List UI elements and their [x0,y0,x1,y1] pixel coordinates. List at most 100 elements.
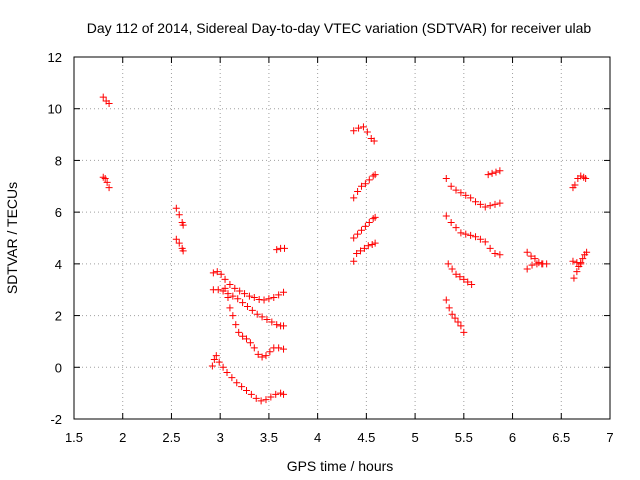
data-point [250,293,258,301]
data-point [472,233,480,241]
data-point [368,240,376,248]
data-point [235,328,243,336]
data-point [241,290,249,298]
data-point [496,167,504,175]
data-point [226,304,234,312]
data-point [280,390,288,398]
data-point [238,383,246,391]
y-tick-label: 12 [48,50,62,65]
data-point [467,231,475,239]
series-s08 [221,284,288,361]
data-point [258,313,266,321]
data-point [491,250,499,258]
data-point [355,124,363,132]
data-point [448,265,456,273]
data-point [210,356,218,364]
data-point [281,244,289,252]
series-s04 [172,235,187,255]
x-tick-label: 7 [606,430,613,445]
data-point [456,273,464,281]
series-s12 [350,213,379,242]
data-point [354,187,362,195]
data-point [357,247,365,255]
data-point [236,287,244,295]
series-s01 [99,93,113,108]
data-point [208,362,216,370]
data-point [350,194,358,202]
data-point [242,335,250,343]
data-point [250,344,258,352]
series-s16 [442,212,504,259]
data-point [277,389,285,397]
data-point [447,182,455,190]
data-point [364,242,372,250]
data-point [528,261,536,269]
data-point [105,184,113,192]
data-point [354,230,362,238]
x-tick-label: 4.5 [357,430,375,445]
data-point [246,339,254,347]
axis-ticks: 1.5 2 2.5 3 3.5 4 4.5 5 5.5 6 6.5 7 -2 0 2 4 6 8 10 12 [48,50,614,445]
data-point [460,328,468,336]
data-point [257,397,265,405]
data-point [212,352,220,360]
data-point [258,353,266,361]
data-point [476,235,484,243]
y-tick-label: 4 [55,257,62,272]
data-point [523,248,531,256]
data-point [272,390,280,398]
data-point [527,252,535,260]
series-s15 [484,167,504,179]
data-point [243,303,251,311]
data-point [105,100,113,108]
series-s03 [172,204,187,229]
data-point [573,259,581,267]
data-point [350,234,358,242]
grid-lines [74,57,610,419]
data-point [484,171,492,179]
data-point [175,211,183,219]
chart-title: Day 112 of 2014, Sidereal Day-to-day VTE… [87,20,592,36]
data-point [260,296,268,304]
data-point [266,348,274,356]
data-point [209,269,217,277]
data-point [280,345,288,353]
data-point [371,171,379,179]
data-point [472,198,480,206]
data-point [448,310,456,318]
data-point [467,194,475,202]
data-point [99,93,107,101]
data-point [175,239,183,247]
data-point [361,180,369,188]
series-s06 [209,268,288,304]
data-point [371,213,379,221]
data-point [452,224,460,232]
data-point [486,244,494,252]
data-point [496,251,504,259]
data-point [569,257,577,265]
x-tick-label: 3 [217,430,224,445]
data-point [275,291,283,299]
data-point [223,368,231,376]
data-point [253,310,261,318]
data-point [457,189,465,197]
data-point [275,344,283,352]
data-point [464,278,472,286]
data-point [442,212,450,220]
x-tick-label: 1.5 [65,430,83,445]
y-tick-label: 8 [55,153,62,168]
data-point [350,127,358,135]
data-point [365,176,373,184]
data-point [232,321,240,329]
data-point [252,394,260,402]
data-point [451,314,459,322]
data-point [582,175,590,183]
data-point [214,286,222,294]
data-point [370,137,378,145]
data-point [239,332,247,340]
data-point [247,390,255,398]
series-s20 [523,260,546,273]
x-tick-label: 3.5 [260,430,278,445]
data-point [228,374,236,382]
data-point [231,284,239,292]
